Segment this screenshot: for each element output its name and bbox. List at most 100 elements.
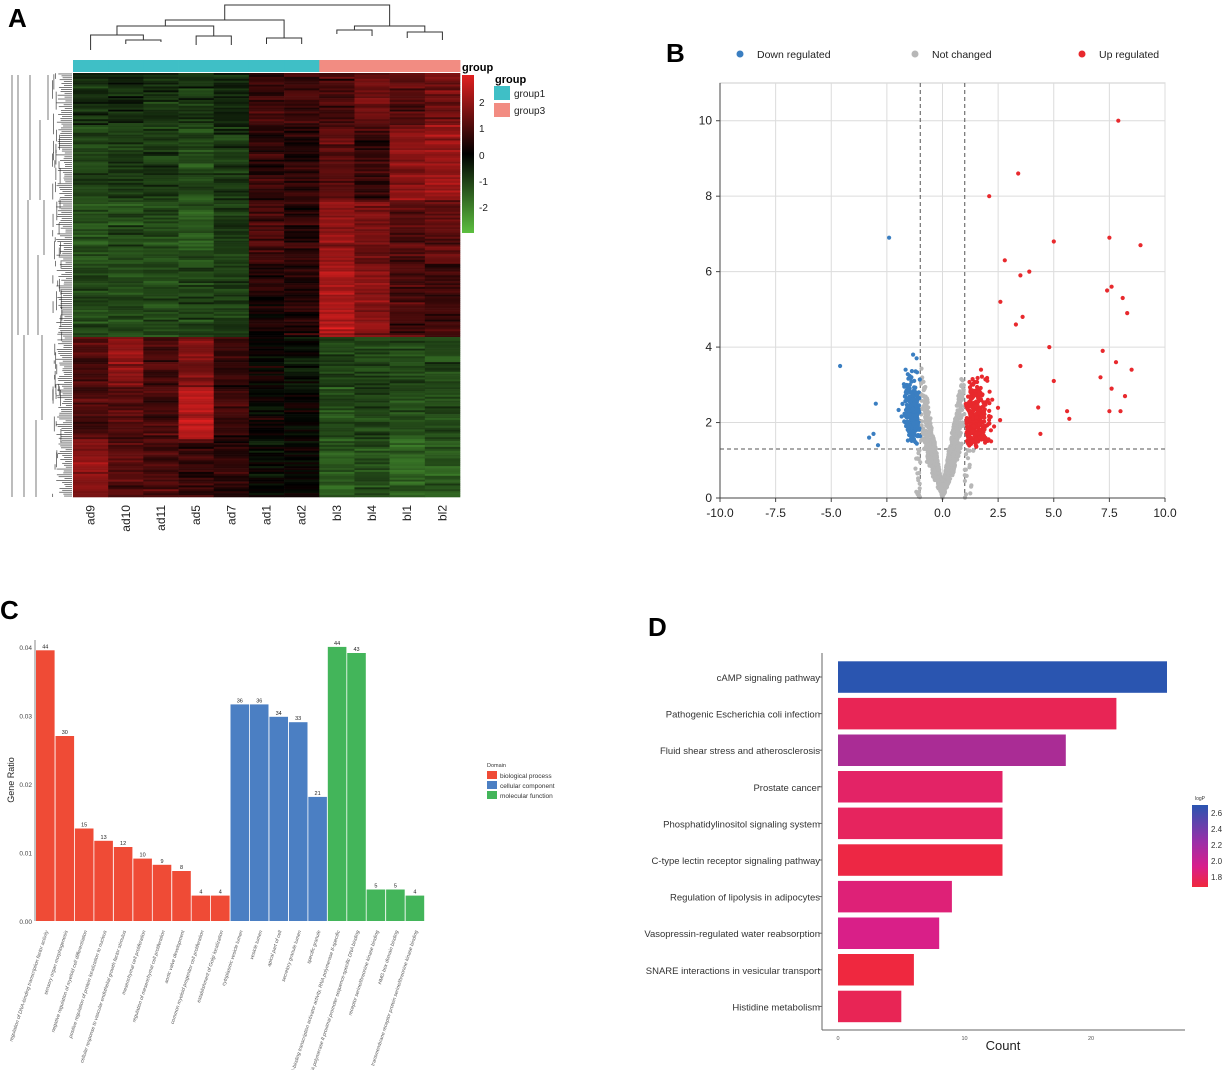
y-tick-label: 0.04 xyxy=(19,645,32,652)
heatmap-cell xyxy=(424,331,461,334)
heatmap-cell xyxy=(284,215,320,218)
heatmap-cell xyxy=(108,348,144,351)
heatmap-cell xyxy=(178,437,215,440)
column-dendrogram xyxy=(90,4,443,50)
heatmap-cell xyxy=(178,412,215,415)
heatmap-cell xyxy=(284,450,320,453)
heatmap-cell xyxy=(389,283,426,286)
heatmap-cell xyxy=(73,126,109,130)
heatmap-cell xyxy=(424,96,461,99)
panel-label-c: C xyxy=(0,595,19,625)
heatmap-cell xyxy=(143,109,179,112)
point-up xyxy=(971,424,977,429)
heatmap-cell xyxy=(354,88,390,91)
heatmap-cell xyxy=(108,82,144,85)
point-up xyxy=(987,194,992,199)
heatmap-cell xyxy=(389,346,426,349)
heatmap-cell xyxy=(319,82,355,85)
heatmap-cell xyxy=(108,281,144,284)
heatmap-cell xyxy=(354,258,390,261)
heatmap-cell xyxy=(73,306,109,309)
heatmap-cell xyxy=(284,103,320,107)
heatmap-cell xyxy=(284,277,320,280)
heatmap-cell xyxy=(248,213,285,216)
heatmap-cell xyxy=(143,107,179,110)
heatmap-cell xyxy=(354,487,390,490)
heatmap-cell xyxy=(108,302,144,305)
heatmap-cell xyxy=(284,471,320,475)
heatmap-cell xyxy=(73,155,109,159)
point-up xyxy=(1122,394,1128,399)
heatmap-cell xyxy=(424,300,461,303)
heatmap-cell xyxy=(143,446,179,450)
point-up xyxy=(976,407,981,412)
heatmap-cell xyxy=(213,389,250,392)
column-label-bl3: bl3 xyxy=(330,505,344,521)
heatmap-cell xyxy=(213,82,250,85)
point-not-changed xyxy=(958,441,963,447)
point-up xyxy=(1027,269,1032,274)
heatmap-cell xyxy=(284,263,320,267)
heatmap-cell xyxy=(143,323,179,326)
heatmap-cell xyxy=(108,148,144,151)
heatmap-cell xyxy=(178,346,215,349)
heatmap-cell xyxy=(73,252,109,255)
heatmap-cell xyxy=(248,279,285,282)
heatmap-cell xyxy=(108,404,144,407)
heatmap-cell xyxy=(248,425,285,428)
heatmap-cell xyxy=(73,298,109,301)
point-not-changed xyxy=(957,409,962,414)
heatmap-cell xyxy=(178,352,215,355)
point-up xyxy=(966,426,971,431)
heatmap-cell xyxy=(178,136,215,139)
heatmap-cell xyxy=(143,148,179,151)
heatmap-cell xyxy=(73,240,109,243)
heatmap-cell xyxy=(389,450,426,453)
heatmap-cell xyxy=(213,177,250,180)
heatmap-cell xyxy=(354,319,390,322)
heatmap-cell xyxy=(143,163,179,166)
heatmap-cell xyxy=(354,190,390,193)
heatmap-cell xyxy=(213,429,250,432)
heatmap-cell xyxy=(389,489,426,492)
heatmap-cell xyxy=(108,200,144,203)
point-not-changed xyxy=(967,448,972,453)
point-up xyxy=(983,435,988,440)
point-down xyxy=(915,370,920,375)
heatmap-cell xyxy=(248,281,285,284)
heatmap-cell xyxy=(354,470,390,473)
heatmap-cell xyxy=(248,74,285,78)
heatmap-cell xyxy=(248,119,285,122)
heatmap-cell xyxy=(319,277,355,280)
heatmap-cell xyxy=(284,437,320,440)
heatmap-cell xyxy=(248,265,285,268)
point-up xyxy=(967,379,972,385)
heatmap-cell xyxy=(178,416,215,419)
heatmap-cell xyxy=(213,227,250,230)
heatmap-cell xyxy=(424,267,461,270)
heatmap-cell xyxy=(108,175,144,178)
bar-bp xyxy=(152,864,172,921)
heatmap-cell xyxy=(73,200,109,203)
heatmap-cell xyxy=(73,286,109,290)
point-down xyxy=(914,408,920,413)
heatmap-cell xyxy=(248,391,285,394)
heatmap-cell xyxy=(319,392,355,396)
heatmap-cell xyxy=(424,90,461,93)
heatmap-cell xyxy=(143,238,179,241)
heatmap-cell xyxy=(73,275,109,278)
heatmap-cell xyxy=(284,261,320,265)
heatmap-cell xyxy=(108,259,144,263)
heatmap-cell xyxy=(108,458,144,461)
heatmap-cell xyxy=(284,273,320,276)
heatmap-cell xyxy=(73,90,109,93)
heatmap-cell xyxy=(319,433,355,436)
heatmap-cell xyxy=(389,140,426,143)
heatmap-cell xyxy=(354,483,390,486)
heatmap-cell xyxy=(389,94,426,97)
heatmap-cell xyxy=(389,327,426,330)
heatmap-cell xyxy=(284,229,320,232)
heatmap-cell xyxy=(354,231,390,234)
heatmap-cell xyxy=(424,277,461,280)
point-not-changed xyxy=(928,455,934,460)
